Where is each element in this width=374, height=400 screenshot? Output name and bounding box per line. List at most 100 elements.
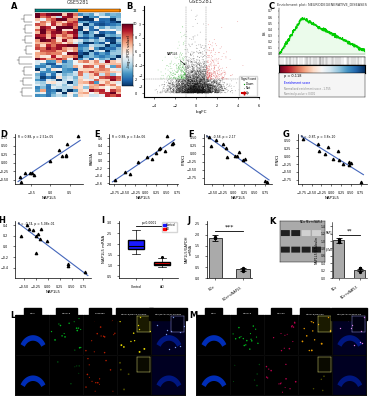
- Point: [186, 89, 192, 96]
- Point: [169, 85, 175, 92]
- Point: [208, 77, 214, 84]
- Point: [36, 230, 42, 237]
- Point: [193, 89, 199, 95]
- Point: [202, 89, 208, 96]
- Point: [199, 85, 205, 91]
- Point: [186, 76, 191, 82]
- Point: [199, 85, 205, 92]
- Point: [181, 84, 187, 91]
- Point: [65, 261, 71, 267]
- Point: [173, 88, 179, 94]
- Point: [203, 89, 209, 96]
- Point: [178, 85, 184, 91]
- Point: [212, 70, 218, 76]
- Point: [202, 72, 208, 79]
- Point: [205, 63, 211, 69]
- Point: [83, 268, 89, 275]
- Point: [181, 78, 187, 84]
- Point: [199, 63, 205, 70]
- Point: [189, 73, 195, 79]
- Point: [215, 83, 221, 89]
- Point: [200, 72, 206, 78]
- Point: [193, 77, 199, 83]
- Point: [187, 90, 193, 96]
- Point: [169, 72, 175, 78]
- Point: [200, 88, 206, 94]
- Point: [205, 89, 211, 96]
- Point: [182, 88, 188, 94]
- Point: [196, 71, 202, 77]
- Point: [197, 74, 203, 81]
- Point: [182, 60, 188, 66]
- Point: [194, 69, 200, 75]
- Point: [182, 85, 188, 91]
- Point: [206, 83, 212, 90]
- Point: [169, 80, 175, 87]
- Point: [175, 87, 181, 93]
- Point: [184, 83, 190, 90]
- Point: [196, 76, 202, 83]
- Point: [167, 84, 173, 90]
- Point: [202, 80, 208, 86]
- Point: [215, 77, 221, 83]
- Point: [196, 80, 202, 86]
- Point: [193, 78, 199, 85]
- Title: GSE5281: GSE5281: [189, 0, 213, 4]
- Point: [183, 90, 189, 96]
- Point: [201, 88, 207, 94]
- Point: [191, 80, 197, 87]
- Point: [208, 83, 214, 90]
- Point: [196, 85, 202, 92]
- Point: [199, 72, 205, 78]
- Point: [182, 86, 188, 93]
- Point: [211, 83, 217, 89]
- Point: [181, 78, 187, 84]
- Point: [189, 88, 195, 95]
- Point: [172, 90, 178, 96]
- Point: [211, 82, 217, 88]
- Point: [208, 82, 214, 88]
- Point: [169, 84, 175, 90]
- Point: [220, 85, 226, 92]
- Point: [185, 80, 191, 87]
- Point: [346, 159, 352, 165]
- Point: [167, 86, 173, 93]
- Point: [190, 78, 196, 85]
- Point: [198, 86, 204, 92]
- Point: [201, 86, 207, 93]
- Point: [190, 87, 196, 93]
- Point: [210, 87, 216, 93]
- Point: [186, 90, 191, 96]
- Point: [197, 68, 203, 74]
- Point: [189, 90, 195, 96]
- Point: [192, 81, 198, 87]
- Point: [191, 81, 197, 87]
- Point: [185, 89, 191, 95]
- Point: [200, 86, 206, 92]
- Point: [37, 236, 43, 243]
- Point: [206, 81, 212, 88]
- Point: [208, 85, 214, 91]
- Point: [169, 81, 175, 87]
- Point: [177, 73, 183, 79]
- Point: [185, 82, 191, 88]
- Point: [178, 86, 184, 93]
- Point: [175, 82, 181, 88]
- Point: [219, 84, 225, 90]
- Point: [190, 80, 196, 87]
- Point: [193, 86, 199, 93]
- Text: J: J: [187, 216, 191, 225]
- Point: [196, 84, 202, 91]
- Point: [191, 82, 197, 88]
- Point: [203, 79, 209, 86]
- Point: [196, 82, 202, 89]
- Point: [202, 89, 208, 95]
- Point: [168, 86, 174, 93]
- Point: [189, 89, 195, 96]
- Point: [192, 87, 198, 94]
- Point: [178, 67, 184, 74]
- Point: [207, 70, 213, 77]
- Point: [190, 74, 196, 80]
- Point: [203, 72, 209, 79]
- Point: [197, 84, 203, 91]
